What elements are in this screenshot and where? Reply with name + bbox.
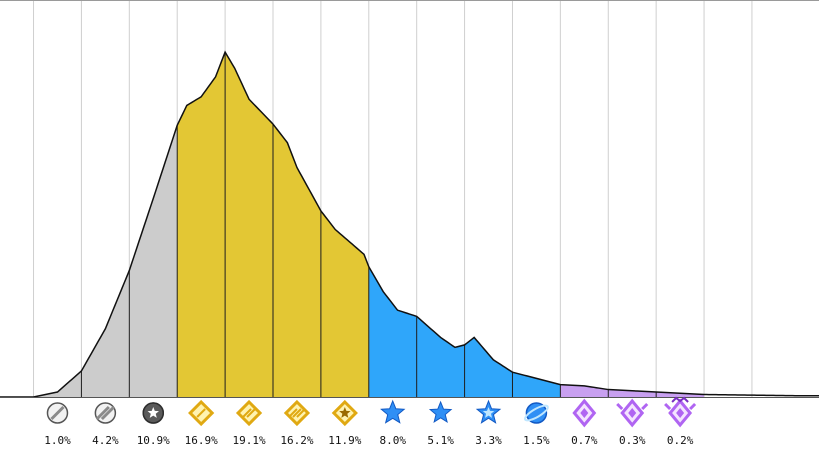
grey-star-disc-icon — [142, 402, 165, 424]
percentage-label-5: 16.2% — [280, 434, 313, 447]
percentage-label-3: 16.9% — [185, 434, 218, 447]
gold-triple-diamond-icon — [283, 399, 311, 427]
percentage-label-4: 19.1% — [232, 434, 265, 447]
percentage-label-2: 10.9% — [137, 434, 170, 447]
band-blue-7 — [368, 266, 417, 397]
blue-star-icon — [380, 399, 406, 424]
band-grey-2 — [129, 125, 178, 398]
gold-diamond-icon — [188, 399, 215, 427]
percentage-labels: 1.0% 4.2% 10.9% 16.9% 19.1% 16.2% 11.9% 8.0% 5.1… — [44, 434, 693, 447]
distribution-curve — [0, 50, 819, 398]
percentage-label-1: 4.2% — [92, 434, 119, 447]
blue-star-small-icon — [428, 400, 453, 423]
percentage-label-7: 8.0% — [379, 434, 406, 447]
band-gold-5 — [273, 124, 321, 397]
band-blue-10 — [512, 372, 561, 397]
purple-crystal-icon — [572, 398, 597, 428]
band-gold-3 — [177, 52, 226, 398]
percentage-label-12: 0.3% — [619, 434, 646, 447]
percentage-label-9: 3.3% — [475, 434, 502, 447]
band-grey-0 — [33, 370, 82, 397]
percentage-label-11: 0.7% — [571, 434, 598, 447]
band-grey-1 — [81, 270, 130, 397]
percentage-label-10: 1.5% — [523, 434, 550, 447]
band-gold-6 — [320, 210, 369, 397]
grey-disc-icon — [46, 402, 69, 424]
blue-orbit-icon — [523, 402, 549, 424]
rank-bands — [33, 52, 705, 398]
percentage-label-0: 1.0% — [44, 434, 71, 447]
percentage-label-13: 0.2% — [667, 434, 694, 447]
band-purple-12 — [608, 389, 657, 397]
purple-crown-crystal-icon — [664, 396, 697, 428]
gold-double-diamond-icon — [235, 399, 263, 427]
purple-crystal-winged-icon — [616, 398, 649, 428]
band-dividers — [80, 52, 657, 397]
percentage-label-6: 11.9% — [328, 434, 361, 447]
percentage-label-8: 5.1% — [427, 434, 454, 447]
grey-double-stripe-icon — [94, 402, 117, 424]
rank-icons — [46, 396, 697, 428]
band-blue-8 — [416, 316, 465, 397]
band-purple-11 — [560, 384, 609, 397]
blue-star-outline-icon — [475, 399, 502, 424]
band-blue-9 — [464, 337, 513, 397]
gold-star-diamond-icon — [331, 399, 358, 427]
band-gold-4 — [225, 52, 273, 398]
